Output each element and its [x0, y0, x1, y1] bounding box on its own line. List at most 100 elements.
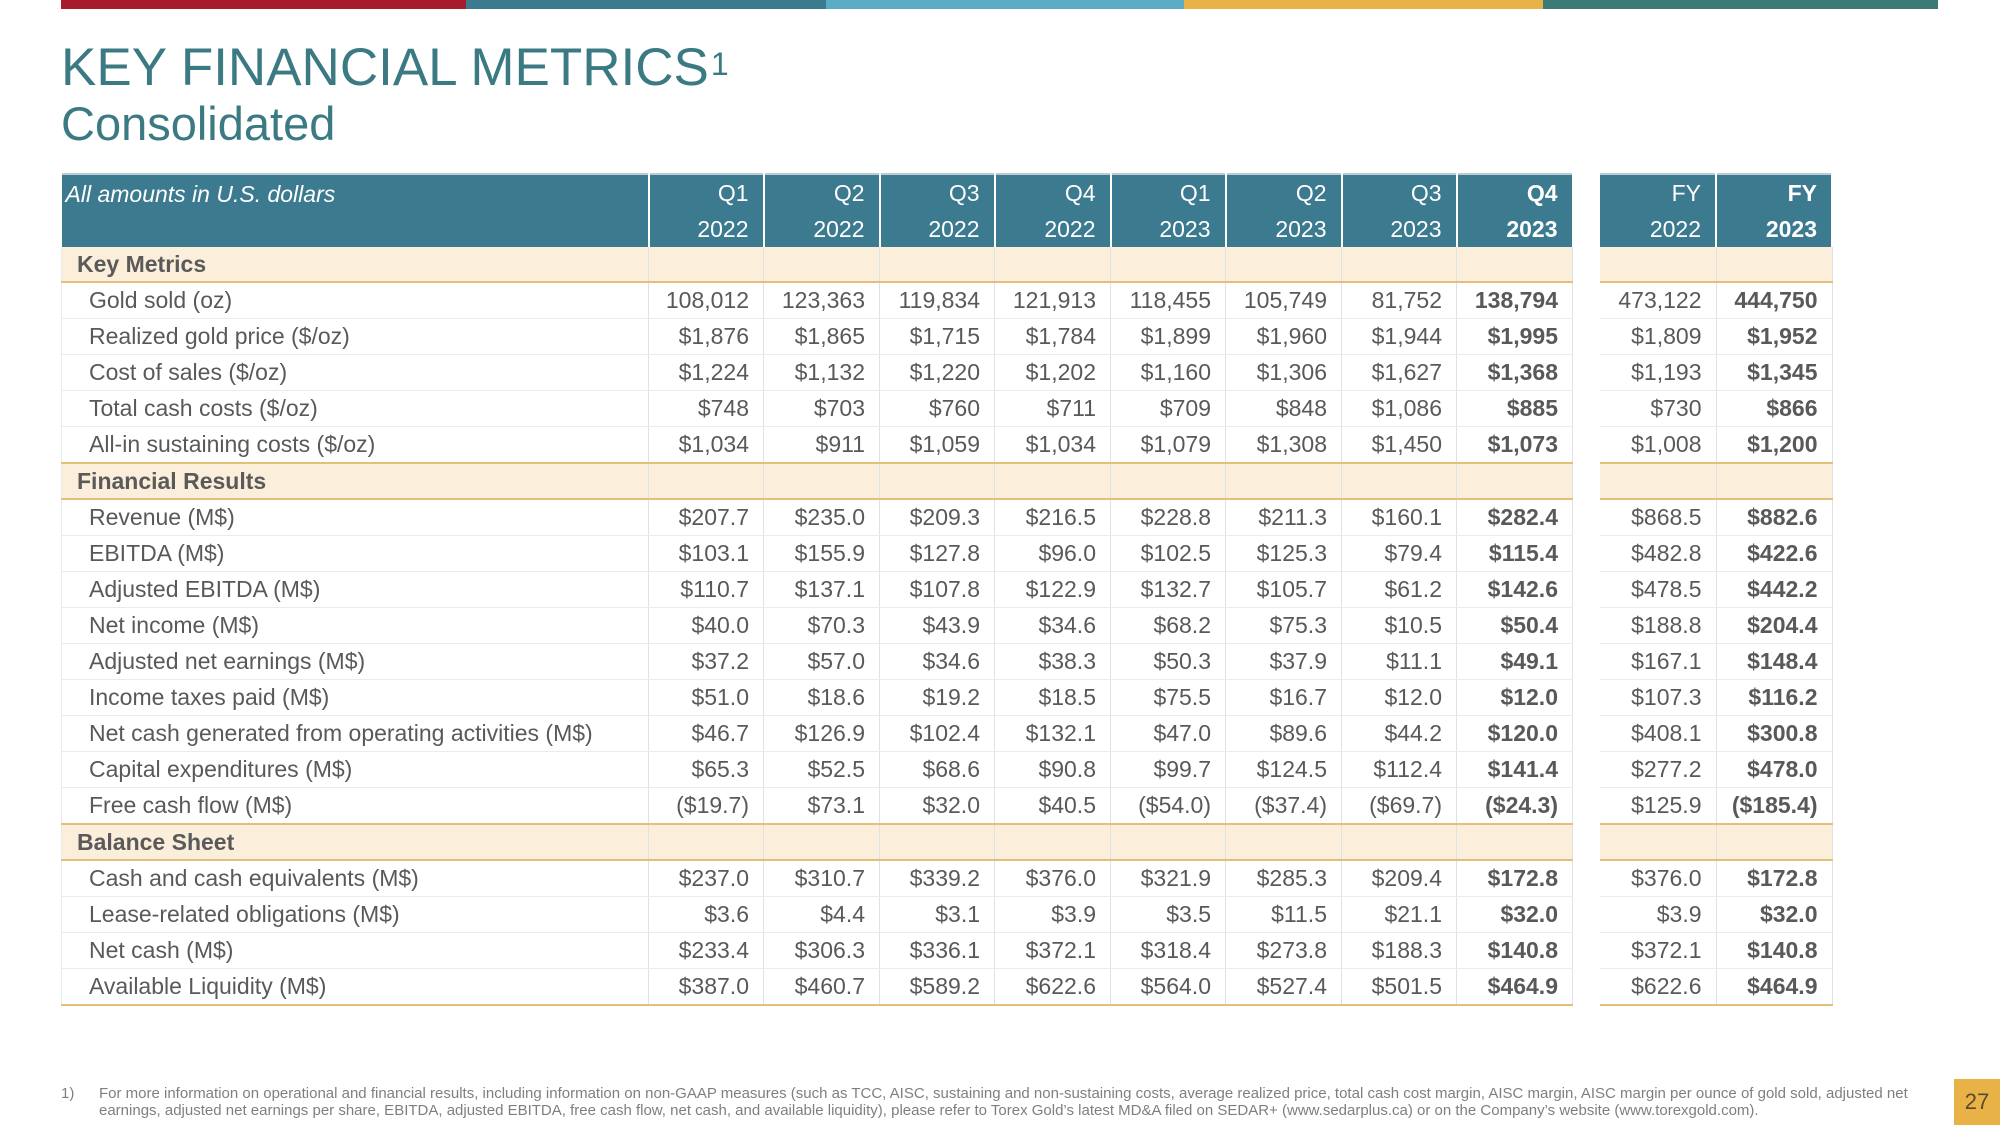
value-cell: $61.2 [1341, 571, 1457, 608]
table-row: $376.0 $172.8 [1600, 860, 1833, 897]
row-label: Total cash costs ($/oz) [61, 390, 649, 427]
row-label: Adjusted EBITDA (M$) [61, 571, 649, 608]
table-row: Net cash (M$) $233.4 $306.3 $336.1 $372.1 $31… [61, 932, 1573, 969]
section-header-row [1600, 247, 1833, 283]
value-cell: $79.4 [1341, 535, 1457, 572]
value-cell: $868.5 [1600, 499, 1717, 536]
value-cell: $50.3 [1110, 643, 1226, 680]
value-cell: $1,220 [879, 354, 995, 391]
value-cell: $137.1 [763, 571, 880, 608]
table-row: $408.1 $300.8 [1600, 715, 1833, 752]
value-cell: $112.4 [1341, 751, 1457, 788]
value-cell: $110.7 [648, 571, 764, 608]
table-row: $277.2 $478.0 [1600, 751, 1833, 788]
value-cell: $103.1 [648, 535, 764, 572]
column-header-period: Q4 [994, 173, 1112, 211]
value-cell: $43.9 [879, 607, 995, 644]
value-cell: $1,034 [994, 426, 1111, 464]
row-label: Free cash flow (M$) [61, 787, 649, 825]
column-header-period: FY [1600, 173, 1717, 211]
value-cell: $204.4 [1716, 607, 1833, 644]
value-cell: $141.4 [1456, 751, 1573, 788]
value-cell: $1,224 [648, 354, 764, 391]
value-cell: $12.0 [1456, 679, 1573, 716]
value-cell: ($37.4) [1225, 787, 1342, 825]
value-cell: $34.6 [879, 643, 995, 680]
section-spacer-cell [879, 463, 995, 500]
value-cell: $1,627 [1341, 354, 1457, 391]
section-spacer-cell [1600, 247, 1717, 283]
row-label: Realized gold price ($/oz) [61, 318, 649, 355]
column-header-period: Q2 [1225, 173, 1343, 211]
footnote-marker: 1 [710, 46, 729, 82]
table-row: $730 $866 [1600, 390, 1833, 427]
value-cell: $273.8 [1225, 932, 1342, 969]
row-label: All-in sustaining costs ($/oz) [61, 426, 649, 464]
value-cell: $19.2 [879, 679, 995, 716]
value-cell: 81,752 [1341, 282, 1457, 319]
value-cell: $209.3 [879, 499, 995, 536]
value-cell: $148.4 [1716, 643, 1833, 680]
value-cell: $116.2 [1716, 679, 1833, 716]
table-row: Capital expenditures (M$) $65.3 $52.5 $68.6… [61, 751, 1573, 788]
value-cell: $482.8 [1600, 535, 1717, 572]
value-cell: $188.3 [1341, 932, 1457, 969]
value-cell: $3.9 [994, 896, 1111, 933]
table-row: $107.3 $116.2 [1600, 679, 1833, 716]
value-cell: $730 [1600, 390, 1717, 427]
table-row: Free cash flow (M$) ($19.7) $73.1 $32.0 $40.… [61, 787, 1573, 825]
row-label: Available Liquidity (M$) [61, 968, 649, 1006]
section-spacer-cell [1341, 824, 1457, 861]
color-bar-segment [826, 0, 1184, 9]
table-row: $478.5 $442.2 [1600, 571, 1833, 608]
page-title: KEY FINANCIAL METRICS1 [61, 36, 729, 100]
value-cell: $1,865 [763, 318, 880, 355]
value-cell: $127.8 [879, 535, 995, 572]
column-header-period: Q1 [648, 173, 765, 211]
value-cell: $125.3 [1225, 535, 1342, 572]
table-row: All-in sustaining costs ($/oz) $1,034 $911… [61, 426, 1573, 464]
section-spacer-cell [1716, 247, 1833, 283]
column-header-year: 2023 [1456, 211, 1574, 247]
table-row: Income taxes paid (M$) $51.0 $18.6 $19.2 $18… [61, 679, 1573, 716]
unit-note: All amounts in U.S. dollars [61, 173, 650, 247]
value-cell: $47.0 [1110, 715, 1226, 752]
value-cell: $172.8 [1716, 860, 1833, 897]
value-cell: $622.6 [994, 968, 1111, 1006]
section-header-row: Financial Results [61, 463, 1573, 500]
column-header-period: Q1 [1110, 173, 1227, 211]
column-header-period: Q2 [763, 173, 881, 211]
value-cell: $501.5 [1341, 968, 1457, 1006]
section-spacer-cell [1110, 463, 1226, 500]
section-spacer-cell [1456, 463, 1573, 500]
value-cell: $75.3 [1225, 607, 1342, 644]
value-cell: $1,876 [648, 318, 764, 355]
table-row: $1,193 $1,345 [1600, 354, 1833, 391]
value-cell: $21.1 [1341, 896, 1457, 933]
value-cell: $57.0 [763, 643, 880, 680]
table-row: Cost of sales ($/oz) $1,224 $1,132 $1,220 $1… [61, 354, 1573, 391]
value-cell: $460.7 [763, 968, 880, 1006]
section-spacer-cell [1225, 824, 1342, 861]
value-cell: $464.9 [1716, 968, 1833, 1006]
value-cell: $318.4 [1110, 932, 1226, 969]
page-subtitle: Consolidated [61, 97, 336, 150]
value-cell: $339.2 [879, 860, 995, 897]
value-cell: $142.6 [1456, 571, 1573, 608]
value-cell: $132.1 [994, 715, 1111, 752]
table-row: Revenue (M$) $207.7 $235.0 $209.3 $216.5 $228… [61, 499, 1573, 536]
value-cell: $1,784 [994, 318, 1111, 355]
value-cell: ($69.7) [1341, 787, 1457, 825]
table-row: $125.9 ($185.4) [1600, 787, 1833, 825]
table-row: Lease-related obligations (M$) $3.6 $4.4 $3… [61, 896, 1573, 933]
section-title: Key Metrics [61, 247, 649, 283]
value-cell: $75.5 [1110, 679, 1226, 716]
value-cell: $300.8 [1716, 715, 1833, 752]
value-cell: $703 [763, 390, 880, 427]
column-header-year: 2022 [763, 211, 881, 247]
value-cell: $115.4 [1456, 535, 1573, 572]
value-cell: $235.0 [763, 499, 880, 536]
section-spacer-cell [879, 247, 995, 283]
value-cell: $107.8 [879, 571, 995, 608]
value-cell: $32.0 [879, 787, 995, 825]
